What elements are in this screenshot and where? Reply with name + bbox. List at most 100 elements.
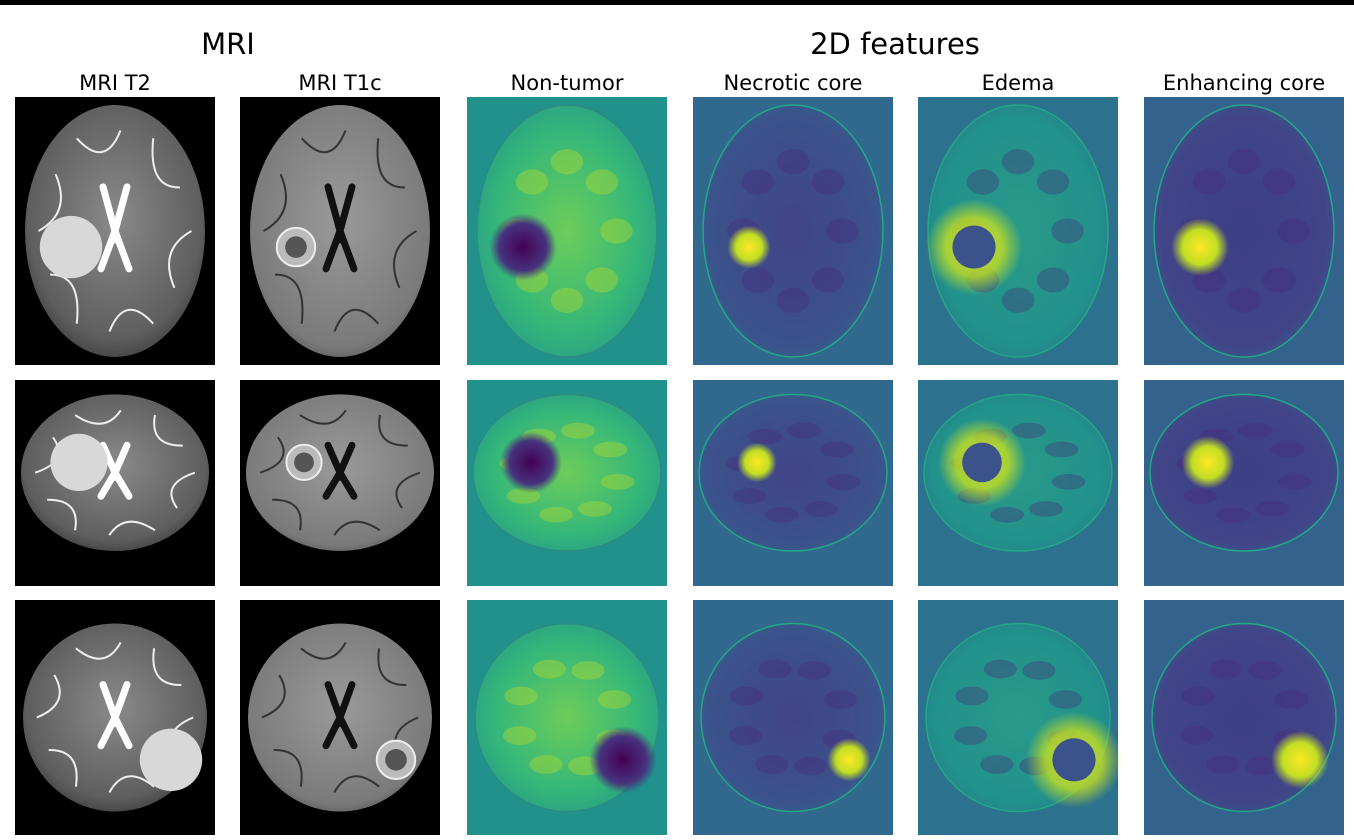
tumor [827, 738, 871, 782]
texture [593, 441, 628, 458]
texture [561, 422, 595, 439]
texture [1262, 267, 1296, 293]
texture [1277, 218, 1310, 244]
texture [758, 659, 792, 679]
texture [1262, 169, 1296, 195]
sulcus [275, 273, 304, 324]
texture [823, 690, 857, 709]
image-panel [693, 97, 893, 365]
image-panel [467, 380, 667, 586]
texture [600, 474, 635, 490]
texture [529, 755, 563, 774]
sulcus [108, 775, 155, 793]
image-panel [1144, 600, 1344, 835]
tumor [489, 213, 557, 281]
texture [571, 661, 605, 680]
image-panel [918, 600, 1122, 835]
texture [819, 441, 854, 458]
texture [748, 428, 782, 445]
image-panel [1144, 380, 1344, 586]
texture [1248, 661, 1282, 680]
sulcus [301, 130, 347, 154]
texture [797, 661, 831, 680]
texture [1270, 441, 1305, 458]
ventricle [322, 441, 358, 500]
tumor [952, 225, 996, 269]
sulcus [376, 138, 405, 189]
texture [966, 169, 1000, 195]
texture [990, 506, 1024, 523]
tumor [39, 215, 103, 279]
texture [1227, 287, 1261, 313]
texture [1048, 690, 1082, 709]
texture [550, 287, 584, 313]
texture [503, 726, 537, 745]
column-label: Non-tumor [511, 71, 624, 95]
ventricle [97, 183, 133, 273]
texture [1216, 506, 1250, 523]
texture [1036, 169, 1070, 195]
texture [515, 169, 549, 195]
texture [1277, 474, 1312, 490]
texture [729, 726, 763, 745]
sulcus [50, 273, 79, 324]
texture [755, 755, 789, 774]
brain [698, 393, 888, 552]
sulcus [108, 308, 154, 332]
ventricle [322, 681, 358, 750]
column-label: MRI T1c [298, 71, 381, 95]
texture [532, 659, 566, 679]
sulcus [393, 230, 417, 289]
tumor [962, 442, 1002, 483]
texture [980, 755, 1014, 774]
sulcus [395, 471, 421, 509]
brain [476, 104, 658, 358]
sulcus [272, 498, 302, 531]
brain [472, 393, 662, 552]
group-title: MRI [201, 27, 255, 61]
texture [811, 267, 845, 293]
tumor [50, 433, 108, 491]
texture [732, 488, 767, 504]
texture [1022, 661, 1056, 680]
texture [776, 149, 810, 175]
image-panel [1144, 97, 1344, 365]
texture [1183, 488, 1218, 504]
texture [954, 726, 988, 745]
brain [700, 622, 886, 813]
image-panel [467, 97, 667, 365]
column-label: MRI T2 [79, 71, 151, 95]
ventricle [97, 441, 133, 500]
texture [1192, 169, 1226, 195]
group-title: 2D features [810, 27, 980, 61]
texture [1001, 287, 1035, 313]
sulcus [333, 308, 379, 332]
sulcus [333, 520, 381, 536]
texture [1238, 422, 1272, 439]
texture [741, 169, 775, 195]
tumor [1271, 731, 1329, 789]
texture [1012, 422, 1046, 439]
tumor-core [294, 452, 314, 473]
tumor [737, 442, 777, 483]
texture [811, 169, 845, 195]
sulcus [170, 471, 196, 509]
texture [539, 506, 573, 523]
texture [1227, 149, 1261, 175]
texture [765, 506, 799, 523]
sulcus [151, 138, 180, 189]
tumor [727, 225, 771, 269]
texture [776, 287, 810, 313]
texture [1051, 218, 1084, 244]
texture [585, 169, 619, 195]
tumor [1171, 218, 1229, 276]
image-panel [15, 600, 215, 835]
sulcus [259, 436, 285, 474]
image-panel [693, 380, 893, 586]
tumor [1181, 436, 1235, 489]
sulcus [168, 230, 192, 289]
brain [1149, 393, 1339, 552]
image-panel [693, 600, 893, 835]
panel-grid [15, 97, 1344, 835]
